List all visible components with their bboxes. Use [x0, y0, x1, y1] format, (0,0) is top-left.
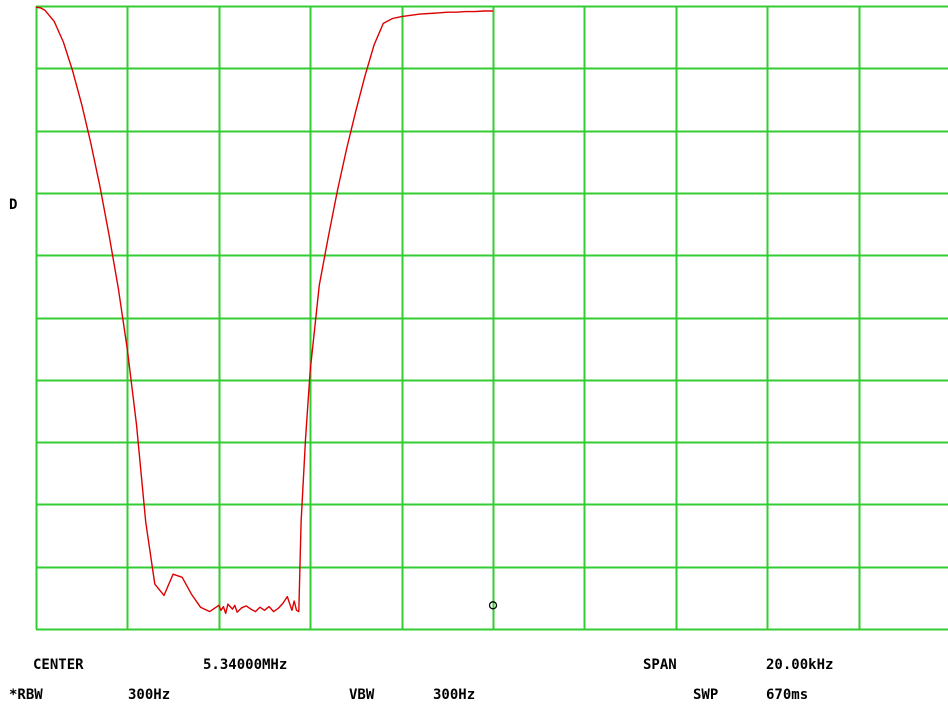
- span-label: SPAN: [643, 657, 677, 673]
- graticule-grid: [35, 5, 948, 631]
- vbw-value: 300Hz: [433, 687, 475, 703]
- spectrum-trace: [35, 6, 493, 615]
- span-value: 20.00kHz: [766, 657, 833, 673]
- sweep-time-value: 670ms: [766, 687, 808, 703]
- sweep-time-label: SWP: [693, 687, 718, 703]
- display-marker-d: D: [9, 197, 17, 213]
- rbw-value: 300Hz: [128, 687, 170, 703]
- center-frequency-value: 5.34000MHz: [203, 657, 287, 673]
- rbw-label: *RBW: [9, 687, 43, 703]
- center-label: CENTER: [33, 657, 84, 673]
- marker-point: [488, 601, 498, 610]
- vbw-label: VBW: [349, 687, 375, 703]
